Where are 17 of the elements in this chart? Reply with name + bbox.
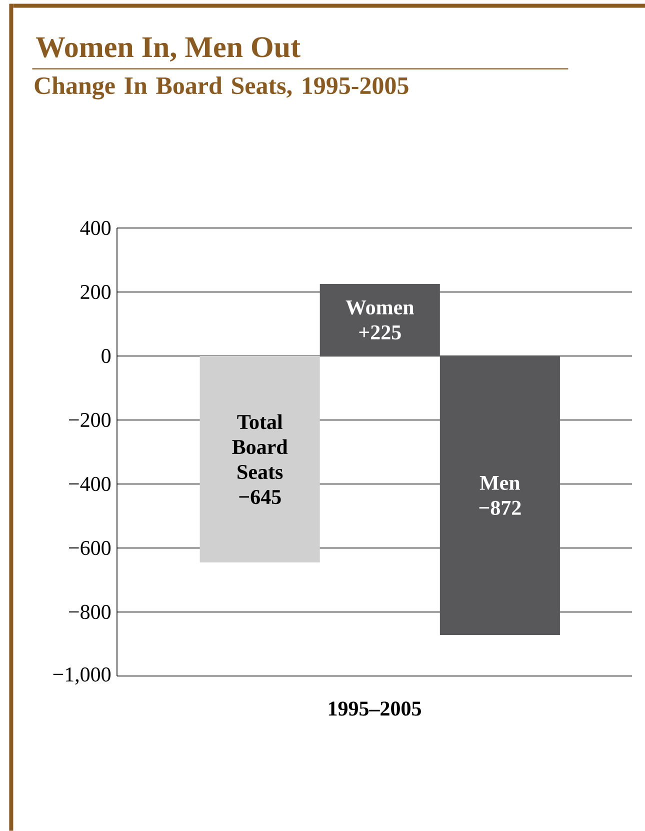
y-tick-label: −800 xyxy=(69,604,111,620)
y-tick-label: 400 xyxy=(80,220,111,236)
x-tick-label: Total Board Seats xyxy=(232,414,288,480)
y-tick-label: 0 xyxy=(102,348,111,364)
x-tick-label: Women xyxy=(346,300,414,315)
y-tick-label: −1,000 xyxy=(53,667,111,685)
chart-subtitle: Change In Board Seats, 1995-2005 xyxy=(34,76,408,100)
y-tick-label: −200 xyxy=(69,412,111,428)
data-label: −645 xyxy=(239,490,281,504)
y-tick-label: 200 xyxy=(80,284,111,300)
data-label: +225 xyxy=(359,325,401,340)
y-tick-label: −400 xyxy=(69,476,111,492)
y-tick-label: −600 xyxy=(69,540,111,556)
chart-title: Women In, Men Out xyxy=(36,37,300,62)
x-axis-title: 1995–2005 xyxy=(328,702,421,716)
data-label: −872 xyxy=(479,500,521,515)
x-tick-label: Men xyxy=(480,476,520,490)
